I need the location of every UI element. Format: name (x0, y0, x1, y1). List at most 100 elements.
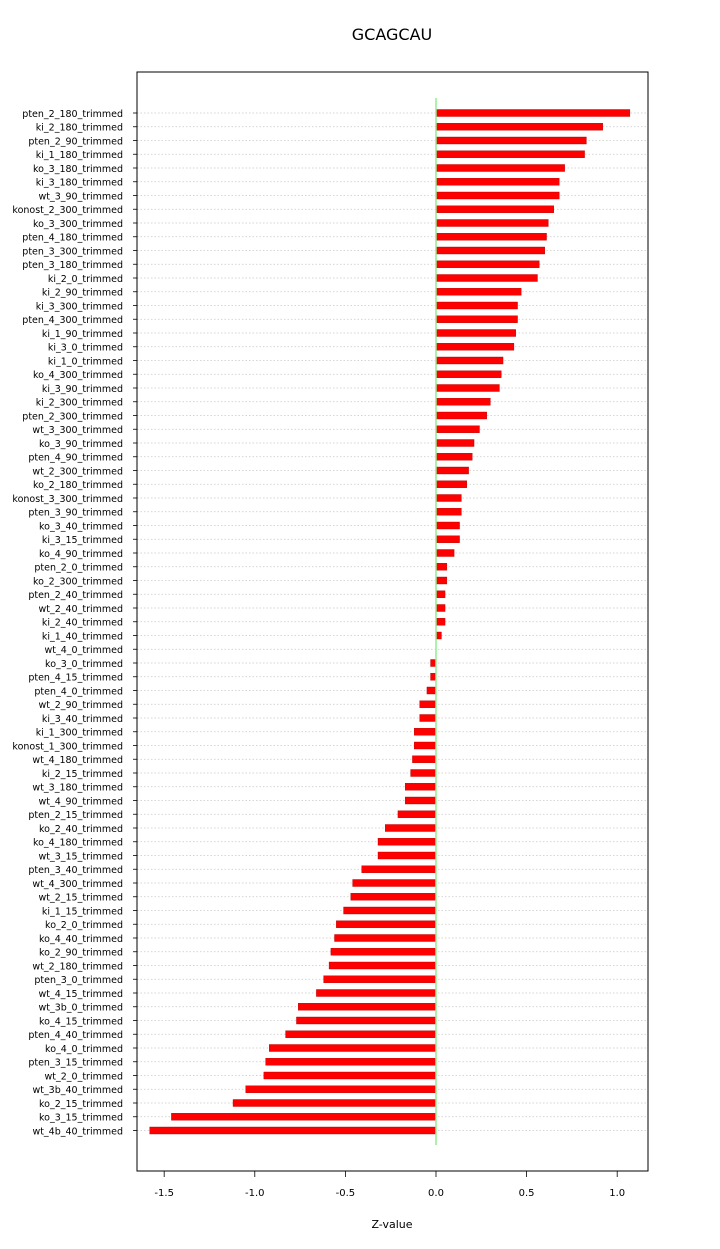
bar (435, 521, 460, 530)
category-label: pten_4_40_trimmed (28, 1030, 123, 1041)
bar (435, 590, 446, 598)
bar (435, 205, 554, 213)
chart-title: GCAGCAU (352, 25, 432, 44)
bar (296, 1016, 437, 1025)
category-label: ki_1_40_trimmed (42, 631, 123, 642)
bar (149, 1126, 437, 1135)
bar (232, 1099, 437, 1107)
bar (435, 136, 587, 145)
category-label: wt_2_15_trimmed (38, 893, 123, 904)
bar (435, 494, 462, 502)
bar (316, 989, 437, 997)
bar (265, 1058, 437, 1066)
category-label: ko_3_90_trimmed (39, 439, 123, 450)
category-label: pten_2_180_trimmed (22, 109, 123, 120)
bar (435, 191, 560, 200)
bar (435, 109, 631, 117)
bar (435, 150, 585, 158)
bar (350, 893, 437, 901)
category-label: wt_4_180_trimmed (32, 755, 123, 766)
category-label: wt_4_90_trimmed (38, 796, 123, 807)
bar (435, 631, 442, 640)
category-label: wt_4_0_trimmed (45, 645, 124, 656)
plot-frame (136, 71, 649, 1172)
category-label: ko_4_90_trimmed (39, 549, 123, 560)
category-label: pten_2_300_trimmed (22, 411, 123, 422)
category-label: pten_3_0_trimmed (34, 975, 123, 986)
bar (414, 741, 437, 750)
bar (343, 906, 437, 915)
category-label: pten_4_180_trimmed (22, 233, 123, 244)
category-label: ko_4_180_trimmed (33, 838, 123, 849)
category-label: wt_2_300_trimmed (32, 466, 123, 477)
bar (404, 783, 437, 791)
category-label: wt_4_300_trimmed (32, 879, 123, 890)
bar (435, 329, 516, 337)
category-label: ki_2_40_trimmed (42, 618, 123, 629)
category-label: ki_3_180_trimmed (36, 178, 123, 189)
bar (435, 301, 518, 310)
category-label: wt_3_90_trimmed (38, 191, 123, 202)
category-label: ki_1_180_trimmed (36, 150, 123, 161)
bar (385, 824, 437, 832)
category-label: pten_3_15_trimmed (28, 1058, 123, 1069)
bar (435, 480, 467, 488)
bar (298, 1003, 437, 1011)
bar (414, 728, 437, 736)
bar (435, 508, 462, 516)
category-label: wt_3_15_trimmed (38, 851, 123, 862)
category-label: ko_2_0_trimmed (45, 920, 123, 931)
bar (435, 370, 502, 378)
bar (435, 411, 487, 420)
category-label: ko_3_180_trimmed (33, 164, 123, 175)
category-label: ki_3_90_trimmed (42, 384, 123, 395)
category-label: ki_2_15_trimmed (42, 769, 123, 780)
bar (285, 1030, 437, 1038)
bar (435, 549, 455, 557)
bar (430, 659, 437, 667)
bar (435, 343, 515, 351)
bar (435, 233, 547, 241)
category-label: pten_3_40_trimmed (28, 865, 123, 876)
bar (435, 384, 500, 392)
bar (435, 178, 560, 186)
bar (435, 219, 549, 227)
bar (361, 865, 437, 873)
bar (412, 755, 437, 763)
category-label: ko_4_40_trimmed (39, 934, 123, 945)
bar (410, 769, 437, 777)
category-label: wt_2_180_trimmed (32, 961, 123, 972)
category-label: ki_1_0_trimmed (48, 356, 123, 367)
bar (352, 879, 437, 887)
bar (435, 425, 480, 433)
category-label: wt_2_0_trimmed (45, 1071, 124, 1082)
category-label: ko_2_90_trimmed (39, 948, 123, 959)
bar (419, 714, 437, 722)
bar (435, 535, 460, 543)
bar (330, 948, 437, 956)
bar (435, 398, 491, 406)
bar (435, 260, 540, 268)
category-label: ko_4_0_trimmed (45, 1044, 123, 1055)
bar (397, 810, 437, 818)
category-label: pten_4_15_trimmed (28, 673, 123, 684)
x-tick-label: -1.0 (245, 1188, 265, 1199)
bar (426, 686, 437, 695)
bar (435, 576, 448, 585)
bar (334, 934, 437, 942)
category-label: ko_3_40_trimmed (39, 521, 123, 532)
bar (263, 1071, 437, 1080)
category-label: ki_2_300_trimmed (36, 398, 123, 409)
bar (377, 838, 437, 846)
x-tick-label: 0.0 (428, 1188, 444, 1199)
category-label: pten_2_40_trimmed (28, 590, 123, 601)
category-label-layer: pten_2_180_trimmed ki_2_180_trimmed pten_2… (12, 109, 137, 1137)
category-label: pten_4_0_trimmed (34, 686, 123, 697)
category-label: wt_4b_40_trimmed (32, 1126, 123, 1137)
x-tick-label: -0.5 (336, 1188, 356, 1199)
category-label: wt_2_90_trimmed (38, 700, 123, 711)
bar (245, 1085, 437, 1093)
category-label: ki_2_90_trimmed (42, 288, 123, 299)
x-axis-label: Z-value (371, 1218, 412, 1231)
